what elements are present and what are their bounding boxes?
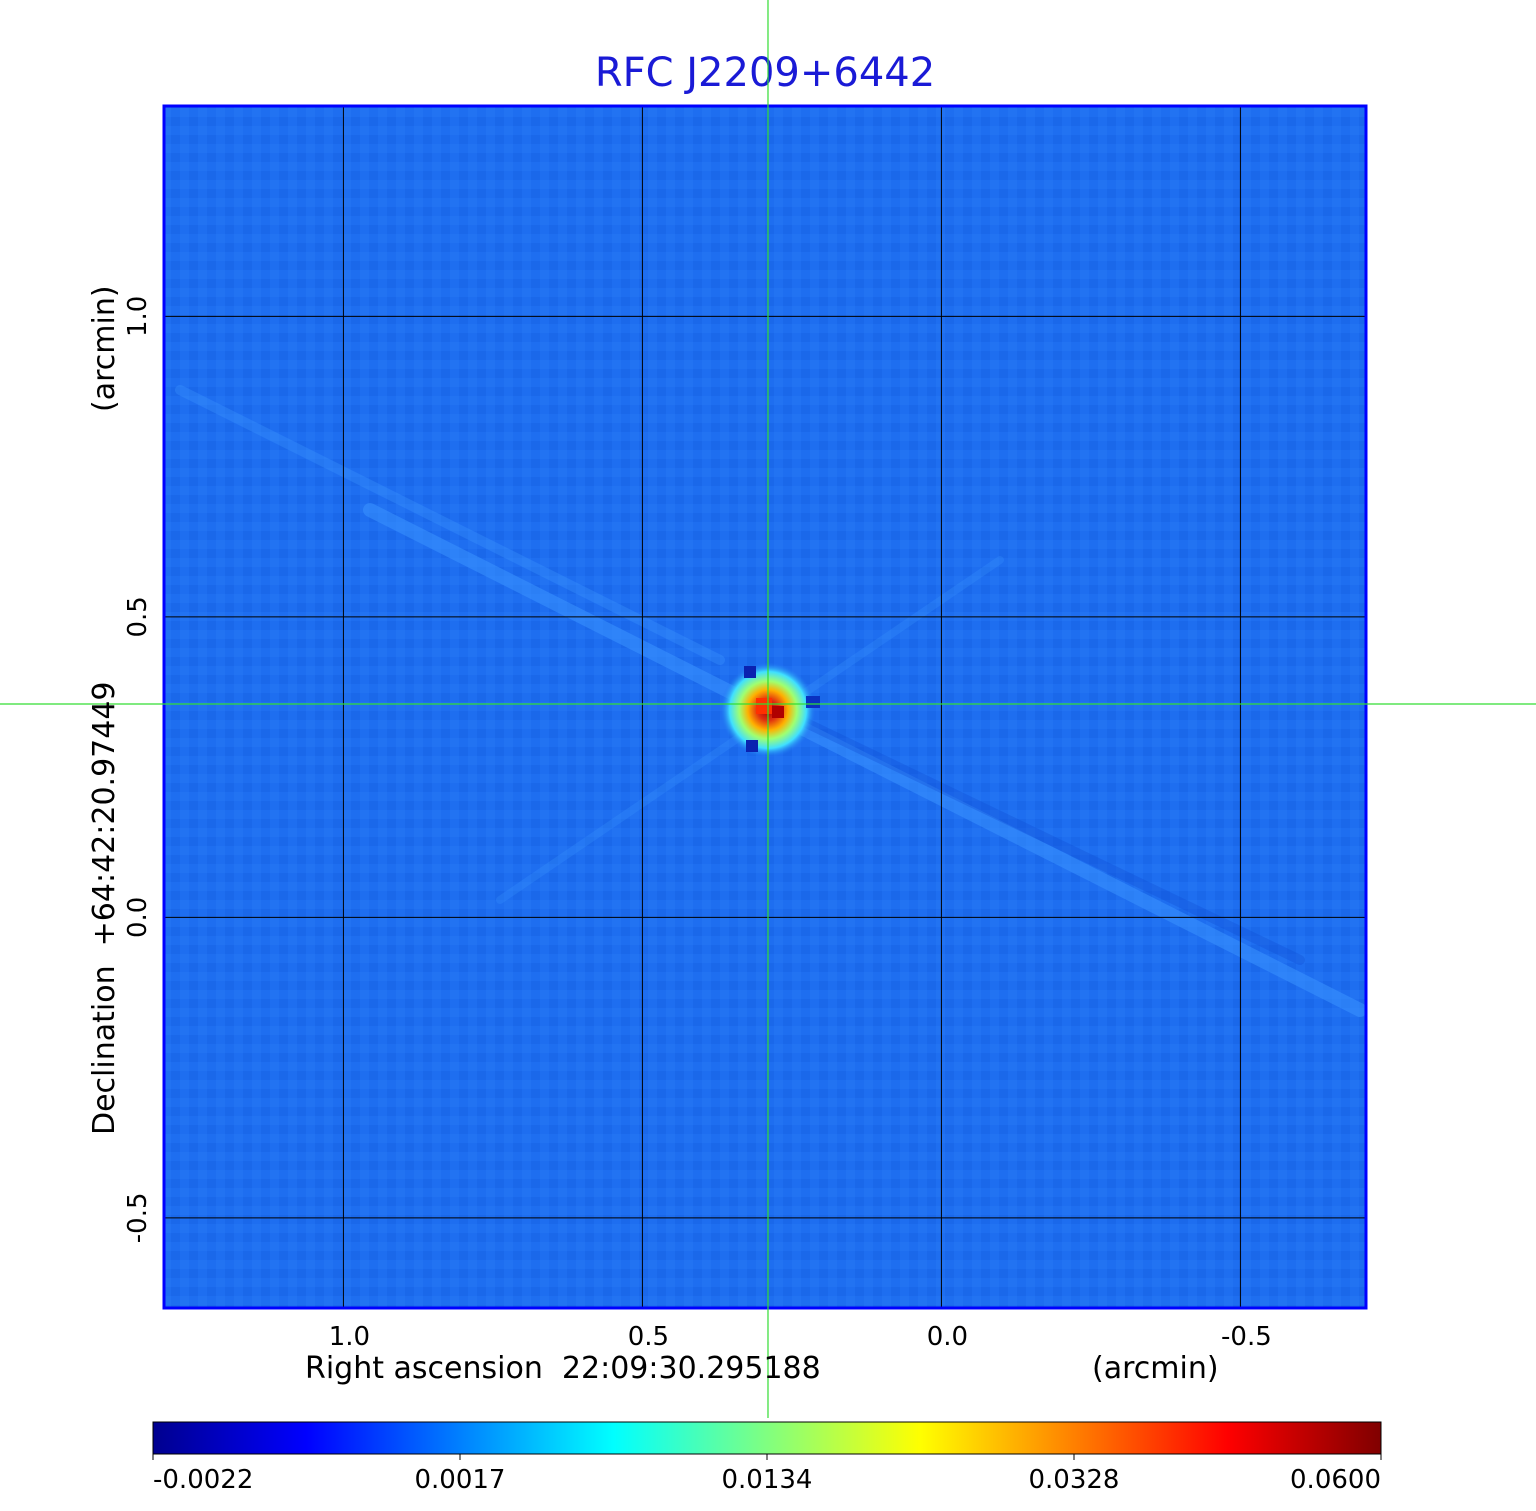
source-peak: [772, 706, 784, 718]
colorbar-ticks: -0.0022 0.0017 0.0134 0.0328 0.0600: [152, 1454, 1382, 1495]
x-axis-unit: (arcmin): [1092, 1351, 1219, 1386]
chart-title: RFC J2209+6442: [595, 50, 935, 96]
coordinate-grid: [164, 106, 1366, 1308]
colorbar-tick-label: 0.0017: [415, 1465, 506, 1495]
colorbar-tick-label: -0.0022: [153, 1465, 253, 1495]
y-axis-unit: (arcmin): [87, 285, 122, 412]
x-tick-label: 1.0: [329, 1322, 370, 1352]
y-tick-label: 1.0: [123, 296, 153, 337]
y-axis-ticks: 1.0 0.5 0.0 -0.5: [123, 296, 153, 1244]
crosshair: [0, 0, 1536, 1418]
source-core: [756, 698, 772, 714]
x-tick-label: 0.0: [927, 1322, 968, 1352]
image-panel: [162, 104, 1368, 1310]
colorbar-tick-label: 0.0134: [722, 1465, 813, 1495]
colorbar-bar: [152, 1421, 1382, 1455]
y-tick-label: 0.5: [123, 596, 153, 637]
y-tick-label: -0.5: [123, 1192, 153, 1243]
sidelobe-streak: [175, 385, 725, 665]
colorbar: -0.0022 0.0017 0.0134 0.0328 0.0600: [152, 1421, 1382, 1495]
sidelobe-streak: [795, 715, 1305, 965]
colorbar-tick-label: 0.0328: [1029, 1465, 1120, 1495]
negative-lobe: [746, 740, 758, 752]
sidelobe-streak: [363, 503, 1367, 1017]
negative-lobe: [744, 666, 756, 678]
x-tick-label: -0.5: [1221, 1322, 1272, 1352]
plot-frame: [162, 104, 1368, 1310]
radio-source: [720, 662, 820, 758]
colorbar-tick-label: 0.0600: [1290, 1465, 1381, 1495]
x-axis-label: Right ascension 22:09:30.295188: [305, 1351, 821, 1386]
x-axis-ticks: 1.0 0.5 0.0 -0.5: [329, 1322, 1272, 1352]
y-axis-label: Declination +64:42:20.97449: [87, 681, 122, 1135]
y-tick-label: 0.0: [123, 897, 153, 938]
x-tick-label: 0.5: [628, 1322, 669, 1352]
negative-lobe: [806, 696, 820, 708]
